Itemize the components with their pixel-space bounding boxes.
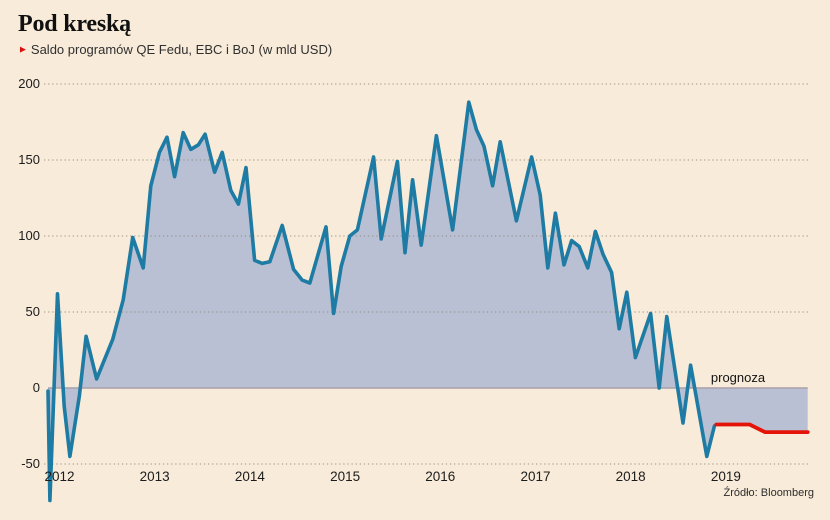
source-credit: Źródło: Bloomberg [723, 487, 815, 499]
x-tick-label-2016: 2016 [425, 469, 456, 484]
page-title: Pod kreską [18, 11, 131, 37]
y-tick-label-200: 200 [18, 76, 40, 91]
forecast-annotation: prognoza [710, 370, 766, 385]
x-tick-label-2018: 2018 [615, 469, 646, 484]
x-tick-label-2014: 2014 [234, 469, 265, 484]
red-triangle-icon: ► [18, 44, 28, 55]
x-tick-label-2013: 2013 [139, 469, 170, 484]
y-tick-label-50: 50 [25, 304, 40, 319]
y-tick-label-150: 150 [18, 152, 40, 167]
chart-subtitle-row: ► Saldo programów QE Fedu, EBC i BoJ (w … [18, 42, 332, 57]
forecast-series-line [714, 422, 810, 434]
x-tick-label-2015: 2015 [330, 469, 361, 484]
series-area-fill [48, 102, 808, 501]
x-tick-label-2012: 2012 [44, 469, 75, 484]
y-tick-label-100: 100 [18, 228, 40, 243]
chart-subtitle: Saldo programów QE Fedu, EBC i BoJ (w ml… [30, 42, 333, 57]
y-tick-label--50: -50 [21, 456, 40, 471]
y-tick-label-0: 0 [32, 380, 40, 395]
x-tick-label-2019: 2019 [710, 469, 741, 484]
history-series-line [46, 100, 717, 503]
x-tick-label-2017: 2017 [520, 469, 551, 484]
